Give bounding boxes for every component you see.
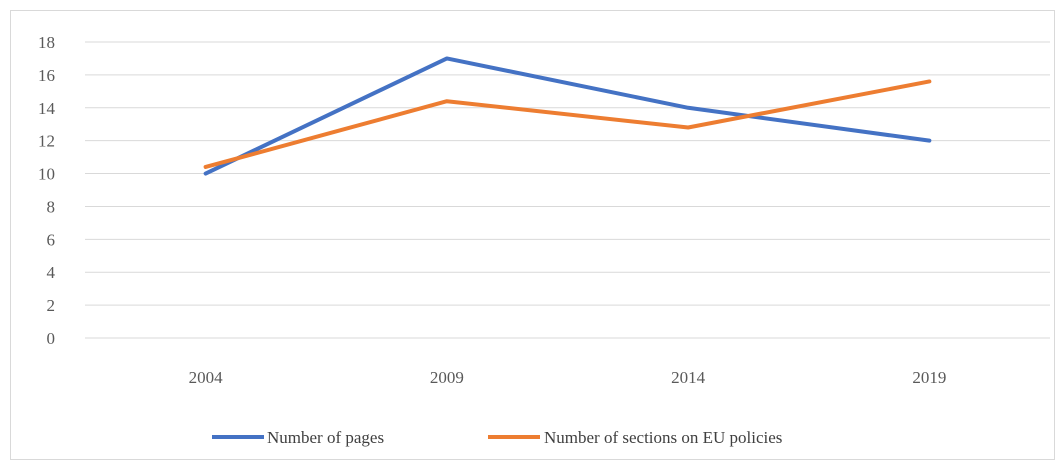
y-tick-label: 18: [38, 33, 55, 52]
y-tick-label: 12: [38, 132, 55, 151]
x-axis-ticks: 2004 2009 2014 2019: [189, 368, 947, 387]
y-axis-ticks: 0 2 4 6 8 10 12 14 16 18: [38, 33, 56, 348]
series-line-sections: [203, 79, 932, 169]
series-line-pages: [203, 56, 932, 176]
x-tick-label: 2009: [430, 368, 464, 387]
legend-label-pages: Number of pages: [267, 428, 384, 447]
y-tick-label: 6: [47, 230, 56, 249]
y-tick-label: 8: [47, 197, 56, 216]
series-lines: [203, 56, 932, 176]
y-tick-label: 4: [47, 263, 56, 282]
legend-label-sections: Number of sections on EU policies: [544, 428, 782, 447]
x-tick-label: 2019: [912, 368, 946, 387]
x-tick-label: 2004: [189, 368, 224, 387]
chart-frame: [10, 10, 1055, 460]
y-tick-label: 16: [38, 66, 55, 85]
x-tick-label: 2014: [671, 368, 706, 387]
legend: Number of pages Number of sections on EU…: [212, 428, 782, 447]
y-tick-label: 2: [47, 296, 56, 315]
y-tick-label: 10: [38, 165, 55, 184]
gridlines: [85, 41, 1050, 339]
y-tick-label: 0: [47, 329, 56, 348]
y-tick-label: 14: [38, 99, 56, 118]
